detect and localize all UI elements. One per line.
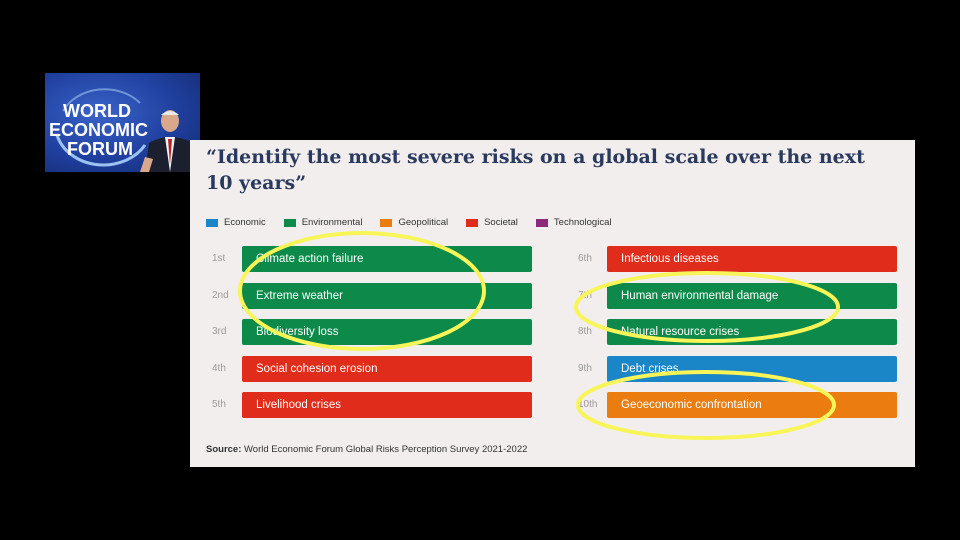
risk-bar: Natural resource crises bbox=[607, 319, 897, 345]
risk-bar: Geoeconomic confrontation bbox=[607, 392, 897, 418]
risk-rank: 1st bbox=[212, 253, 226, 264]
risk-rank: 10th bbox=[578, 399, 598, 410]
legend-swatch-societal bbox=[466, 218, 479, 227]
legend-item-economic: Economic bbox=[206, 217, 266, 228]
risk-rank: 4th bbox=[212, 362, 226, 374]
risk-bar: Biodiversity loss bbox=[242, 319, 532, 345]
chart-title: “Identify the most severe risks on a glo… bbox=[206, 146, 865, 194]
risk-bar: Social cohesion erosion bbox=[242, 355, 532, 382]
source-text: World Economic Forum Global Risks Percep… bbox=[244, 444, 528, 455]
risk-bar: Debt crises bbox=[607, 355, 897, 382]
risk-bar: Human environmental damage bbox=[607, 282, 897, 309]
risk-bar: Infectious diseases bbox=[607, 246, 897, 272]
legend-label-technological: Technological bbox=[553, 217, 612, 228]
legend-swatch-environmental bbox=[283, 218, 296, 227]
legend-label-societal: Societal bbox=[484, 217, 518, 228]
risk-rank: 3rd bbox=[212, 326, 227, 337]
legend-label-geopolitical: Geopolitical bbox=[398, 217, 449, 228]
risk-rank: 6th bbox=[578, 253, 592, 264]
source-label: Source: bbox=[206, 444, 242, 455]
logo-line-2: ECONOMIC bbox=[49, 120, 148, 140]
source-note: Source: World Economic Forum Global Risk… bbox=[206, 444, 527, 455]
risk-bar: Livelihood crises bbox=[242, 392, 532, 418]
chart-slide: “Identify the most severe risks on a glo… bbox=[190, 140, 915, 467]
legend-label-environmental: Environmental bbox=[301, 217, 363, 228]
legend-item-geopolitical: Geopolitical bbox=[380, 217, 448, 228]
risk-bar: Extreme weather bbox=[242, 282, 532, 309]
legend-swatch-geopolitical bbox=[380, 218, 393, 227]
legend-label-economic: Economic bbox=[224, 217, 266, 228]
risk-rank: 8th bbox=[578, 326, 592, 337]
wef-photo: WORLD ECONOMIC FORUM bbox=[45, 73, 200, 172]
legend-item-societal: Societal bbox=[466, 217, 518, 228]
logo-line-1: WORLD bbox=[63, 101, 131, 121]
legend-swatch-economic bbox=[206, 218, 218, 227]
logo-line-3: FORUM bbox=[67, 139, 133, 159]
risk-bar: Climate action failure bbox=[242, 246, 532, 272]
risk-rank: 5th bbox=[212, 399, 226, 410]
risk-rank: 9th bbox=[578, 362, 592, 374]
speaker-photo bbox=[140, 110, 197, 172]
legend-item-technological: Technological bbox=[535, 217, 612, 228]
legend: Economic Environmental Geopolitical Soci… bbox=[206, 217, 629, 228]
wef-logo: WORLD ECONOMIC FORUM bbox=[49, 88, 148, 167]
risk-rank: 7th bbox=[578, 289, 592, 301]
legend-swatch-technological bbox=[535, 218, 548, 227]
legend-item-environmental: Environmental bbox=[283, 217, 363, 228]
risk-rank: 2nd bbox=[212, 289, 229, 301]
